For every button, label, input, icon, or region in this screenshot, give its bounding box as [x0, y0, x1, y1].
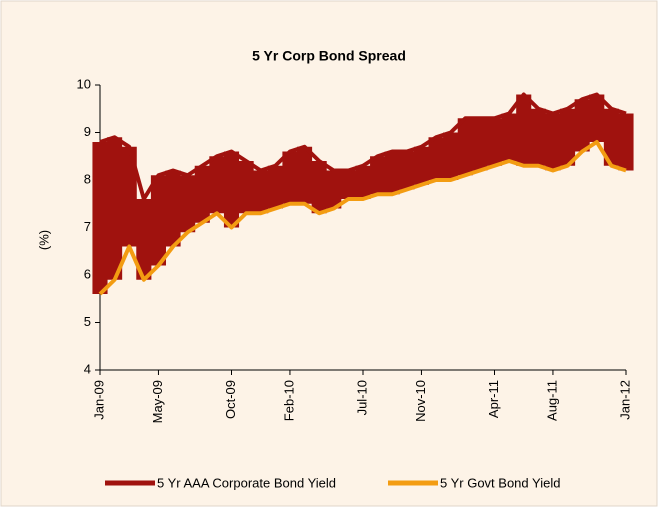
legend-label: 5 Yr AAA Corporate Bond Yield [157, 475, 336, 490]
x-tick-label: Feb-10 [281, 380, 296, 421]
y-tick-label: 9 [84, 124, 91, 139]
y-tick-label: 8 [84, 171, 91, 186]
y-tick-label: 10 [77, 76, 91, 91]
y-tick-label: 4 [84, 361, 91, 376]
series-line [98, 140, 627, 296]
x-tick-label: Oct-09 [223, 380, 238, 419]
y-tick-label: 7 [84, 219, 91, 234]
x-tick-label: Jan-09 [91, 380, 106, 420]
x-tick-label: Apr-11 [486, 380, 501, 418]
x-tick-label: May-09 [150, 380, 165, 423]
y-axis-label: (%) [36, 230, 51, 250]
x-tick-label: Jul-10 [354, 380, 369, 415]
y-tick-label: 5 [84, 314, 91, 329]
x-tick-label: Nov-10 [413, 380, 428, 422]
legend-label: 5 Yr Govt Bond Yield [440, 475, 560, 490]
y-tick-label: 6 [84, 266, 91, 281]
chart-title: 5 Yr Corp Bond Spread [252, 48, 406, 64]
x-tick-label: Aug-11 [544, 380, 559, 421]
series-line [99, 92, 627, 201]
x-tick-label: Jan-12 [617, 380, 632, 420]
